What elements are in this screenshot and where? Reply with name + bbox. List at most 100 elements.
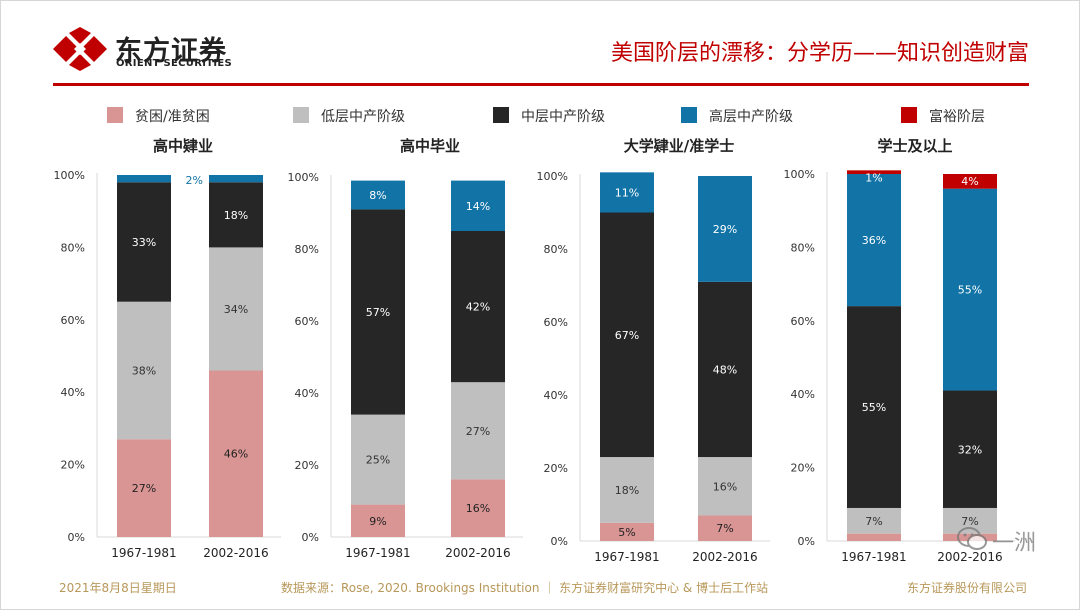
footer-source: 数据来源：Rose, 2020. Brookings Institution ｜…	[281, 581, 769, 595]
bar-segment	[847, 174, 901, 307]
bar-segment	[943, 188, 997, 391]
bar-segment	[351, 504, 405, 537]
legend-label: 中层中产阶级	[521, 109, 605, 125]
x-tick-label: 1967-1981	[594, 550, 659, 564]
data-label: 34%	[224, 303, 248, 316]
y-tick-label: 40%	[791, 388, 815, 401]
legend-swatch	[107, 107, 123, 123]
chart-title: 大学肄业/准学士	[624, 137, 734, 155]
data-label: 48%	[713, 363, 737, 376]
y-tick-label: 20%	[544, 462, 568, 475]
data-label: 2%	[186, 174, 203, 187]
bar-segment	[451, 382, 505, 480]
data-label: 5%	[618, 526, 635, 539]
y-tick-label: 100%	[54, 169, 85, 182]
x-tick-label: 1967-1981	[111, 546, 176, 560]
y-tick-label: 100%	[784, 168, 815, 181]
data-label: 18%	[615, 484, 639, 497]
bar-segment	[117, 439, 171, 537]
data-label: 7%	[865, 515, 882, 528]
bar-segment	[351, 414, 405, 505]
data-label: 16%	[713, 480, 737, 493]
data-label: 27%	[466, 425, 490, 438]
bar-segment	[698, 515, 752, 541]
y-tick-label: 0%	[551, 535, 568, 548]
bar-segment	[451, 231, 505, 383]
data-label: 1%	[865, 171, 882, 184]
bar-segment	[351, 209, 405, 415]
data-label: 46%	[224, 448, 248, 461]
bar-segment	[600, 172, 654, 213]
bar-segment	[847, 170, 901, 174]
title-divider	[53, 83, 1029, 86]
chart-title: 学士及以上	[877, 137, 952, 155]
bar-segment	[847, 507, 901, 534]
data-label: 8%	[369, 189, 386, 202]
data-label: 9%	[369, 515, 386, 528]
y-tick-label: 80%	[61, 241, 85, 254]
data-label: 18%	[224, 209, 248, 222]
y-tick-label: 20%	[295, 459, 319, 472]
data-label: 7%	[716, 522, 733, 535]
y-tick-label: 60%	[791, 315, 815, 328]
bar-segment	[943, 507, 997, 534]
data-label: 55%	[958, 284, 982, 297]
data-label: 42%	[466, 301, 490, 314]
data-label: 16%	[466, 502, 490, 515]
bar-segment	[943, 174, 997, 189]
logo-english-name: ORIENT SECURITIES	[116, 58, 233, 69]
footer-date: 2021年8月8日星期日	[59, 581, 177, 595]
y-tick-label: 80%	[544, 243, 568, 256]
y-tick-label: 60%	[544, 316, 568, 329]
logo-chinese-name: 东方证券	[115, 36, 227, 67]
bar-segment	[600, 212, 654, 458]
y-tick-label: 100%	[537, 170, 568, 183]
data-label: 29%	[713, 223, 737, 236]
y-tick-label: 100%	[288, 171, 319, 184]
bar-segment	[209, 370, 263, 537]
bar-segment	[698, 457, 752, 516]
x-tick-label: 2002-2016	[445, 546, 510, 560]
footer-company: 东方证券股份有限公司	[907, 581, 1028, 595]
x-tick-label: 1967-1981	[345, 546, 410, 560]
bar-segment	[451, 479, 505, 537]
data-label: 4%	[961, 175, 978, 188]
bar-segment	[698, 281, 752, 458]
bar-segment	[117, 175, 171, 183]
data-label: 33%	[132, 236, 156, 249]
data-label: 25%	[366, 454, 390, 467]
data-label: 55%	[862, 401, 886, 414]
company-logo: 东方证券 ORIENT SECURITIES	[53, 27, 253, 71]
legend-label: 富裕阶层	[929, 109, 985, 125]
slide-title: 美国阶层的漂移：分学历——知识创造财富	[610, 41, 1029, 66]
x-tick-label: 2002-2016	[937, 550, 1002, 564]
bar-segment	[600, 457, 654, 523]
data-label: 57%	[366, 306, 390, 319]
data-label: 27%	[132, 482, 156, 495]
watermark-text: 一洲	[992, 531, 1037, 556]
y-tick-label: 60%	[61, 314, 85, 327]
y-tick-label: 80%	[295, 243, 319, 256]
bar-segment	[600, 522, 654, 541]
y-tick-label: 40%	[295, 387, 319, 400]
y-tick-label: 60%	[295, 315, 319, 328]
chart-legend: 贫困/准贫困 低层中产阶级 中层中产阶级 高层中产阶级 富裕阶层	[1, 101, 1079, 129]
bar-segment	[117, 301, 171, 440]
y-tick-label: 20%	[61, 459, 85, 472]
data-label: 7%	[961, 515, 978, 528]
data-label: 11%	[615, 186, 639, 199]
legend-swatch	[901, 107, 917, 123]
y-tick-label: 0%	[798, 535, 815, 548]
legend-label: 低层中产阶级	[321, 109, 405, 125]
bar-segment	[117, 182, 171, 302]
data-label: 38%	[132, 364, 156, 377]
bar-segment	[943, 390, 997, 508]
bar-segment	[451, 180, 505, 231]
legend-label: 高层中产阶级	[709, 109, 793, 125]
x-tick-label: 2002-2016	[692, 550, 757, 564]
legend-swatch	[493, 107, 509, 123]
bar-segment	[847, 533, 901, 541]
y-tick-label: 80%	[791, 241, 815, 254]
